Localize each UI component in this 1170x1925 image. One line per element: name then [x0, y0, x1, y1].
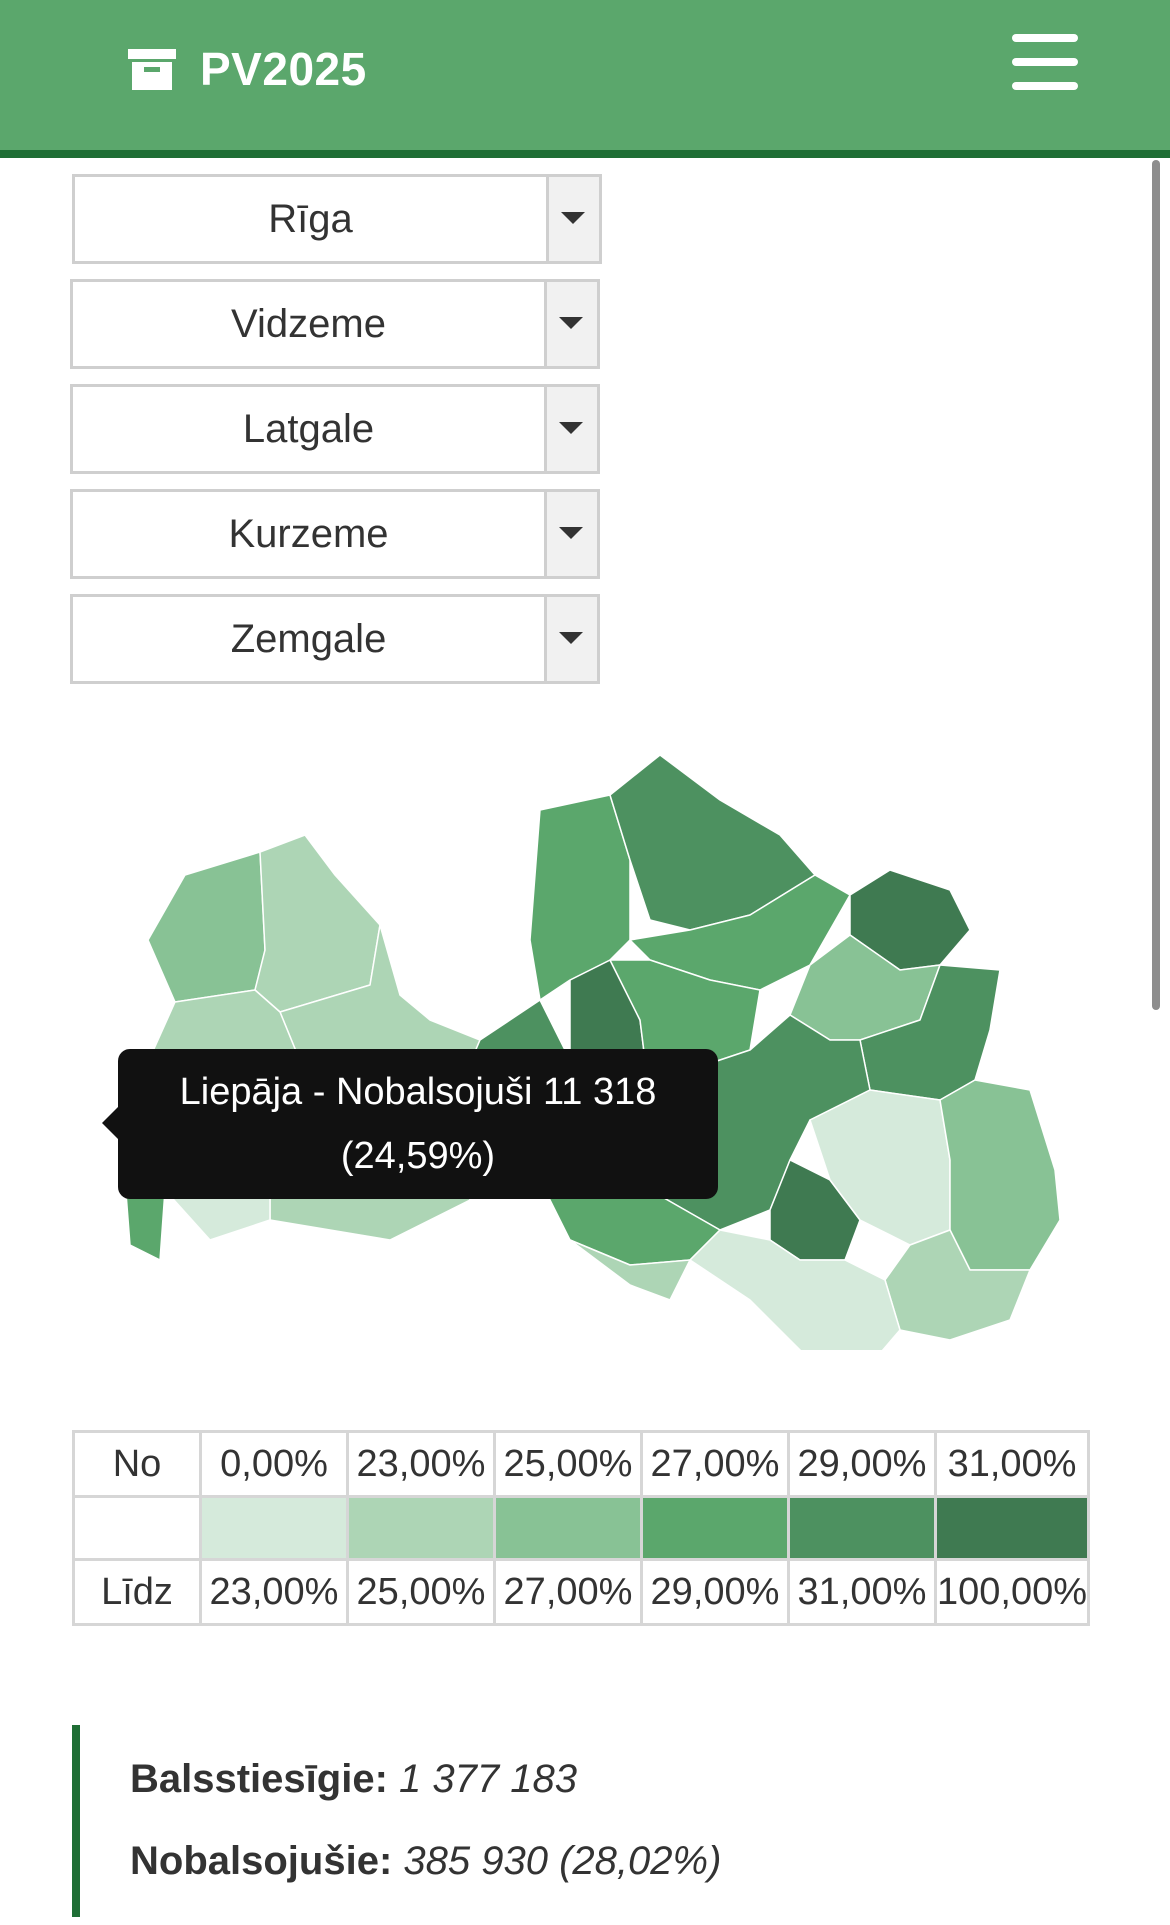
legend-swatch [933, 1495, 1091, 1561]
legend-from-value: 25,00% [493, 1430, 643, 1498]
map-region[interactable] [939, 1079, 1061, 1271]
select-value: Rīga [268, 196, 353, 241]
legend-to-label: Līdz [72, 1558, 202, 1626]
legend-swatch [640, 1495, 790, 1561]
legend-from-value: 0,00% [199, 1430, 349, 1498]
legend-table: No 0,00% 23,00% 25,00% 27,00% 29,00% 31,… [72, 1430, 1091, 1626]
legend-from-value: 23,00% [346, 1430, 496, 1498]
map-region[interactable] [147, 851, 266, 1003]
voted-value: 385 930 (28,02%) [403, 1839, 722, 1883]
chevron-down-icon[interactable] [544, 597, 597, 681]
region-select-kurzeme[interactable]: Kurzeme [70, 489, 600, 579]
legend-to-value: 29,00% [640, 1558, 790, 1626]
legend-from-value: 27,00% [640, 1430, 790, 1498]
voted-label: Nobalsojušie: [130, 1839, 393, 1883]
select-value: Kurzeme [228, 511, 389, 556]
region-select-vidzeme[interactable]: Vidzeme [70, 279, 600, 369]
brand-link[interactable]: PV2025 [128, 38, 367, 100]
eligible-label: Balsstiesīgie: [130, 1757, 388, 1801]
chevron-down-icon[interactable] [544, 387, 597, 471]
eligible-voters-row: Balsstiesīgie: 1 377 183 [130, 1755, 1072, 1803]
region-select-riga[interactable]: Rīga [72, 174, 602, 264]
legend-empty-cell [72, 1495, 202, 1561]
map-region[interactable] [254, 834, 381, 1013]
map-tooltip: Liepāja - Nobalsojuši 11 318 (24,59%) [102, 1049, 718, 1199]
select-value: Vidzeme [231, 301, 386, 346]
legend-swatch [346, 1495, 496, 1561]
region-select-latgale[interactable]: Latgale [70, 384, 600, 474]
map-region[interactable] [689, 1229, 901, 1350]
select-value: Zemgale [230, 616, 387, 661]
voted-row: Nobalsojušie: 385 930 (28,02%) [130, 1837, 1072, 1885]
legend-to-value: 25,00% [346, 1558, 496, 1626]
legend-from-value: 31,00% [933, 1430, 1091, 1498]
chevron-down-icon[interactable] [544, 492, 597, 576]
legend-swatch [787, 1495, 937, 1561]
page-scrollbar[interactable] [1152, 160, 1160, 1010]
chevron-down-icon[interactable] [544, 282, 597, 366]
turnout-summary: Balsstiesīgie: 1 377 183 Nobalsojušie: 3… [72, 1725, 1072, 1917]
legend-swatch [493, 1495, 643, 1561]
eligible-value: 1 377 183 [399, 1757, 577, 1801]
region-select-zemgale[interactable]: Zemgale [70, 594, 600, 684]
top-navbar: PV2025 [0, 0, 1170, 158]
hamburger-menu-icon[interactable] [1012, 32, 1084, 92]
tooltip-line-2: (24,59%) [340, 1135, 496, 1177]
legend-to-value: 31,00% [787, 1558, 937, 1626]
legend-swatch [199, 1495, 349, 1561]
tooltip-line-1: Liepāja - Nobalsojuši 11 318 [179, 1071, 657, 1113]
legend-from-value: 29,00% [787, 1430, 937, 1498]
app-title: PV2025 [200, 43, 367, 95]
map-region[interactable] [569, 1239, 691, 1301]
select-value: Latgale [242, 406, 375, 451]
legend-to-value: 100,00% [933, 1558, 1091, 1626]
chevron-down-icon[interactable] [546, 177, 599, 261]
legend-to-value: 23,00% [199, 1558, 349, 1626]
archive-box-icon [128, 49, 176, 90]
latvia-turnout-map [124, 754, 1061, 1350]
legend-from-label: No [72, 1430, 202, 1498]
legend-to-value: 27,00% [493, 1558, 643, 1626]
